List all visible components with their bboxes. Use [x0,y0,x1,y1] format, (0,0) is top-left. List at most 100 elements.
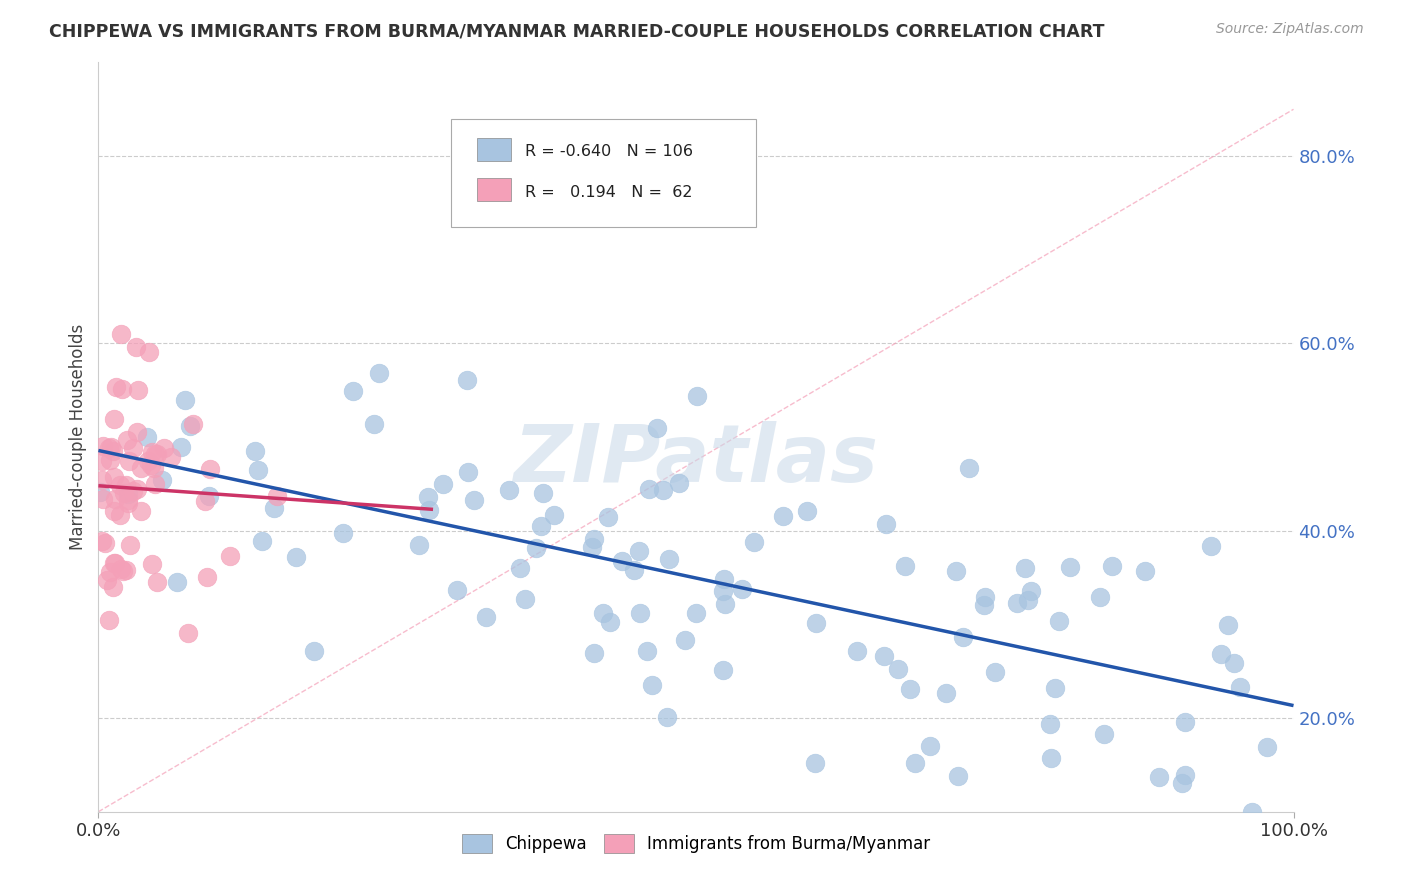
Point [141,557,163,571]
Point [117,493,139,508]
Point [141,445,163,459]
Point [129,504,152,518]
Point [266,490,288,504]
Text: R =   0.194   N =  62: R = 0.194 N = 62 [524,185,693,200]
Point [150,473,173,487]
Point [98,613,121,627]
Point [1216,618,1239,632]
Point [117,496,139,510]
Point [94,536,117,550]
Point [446,583,468,598]
Point [1201,539,1223,553]
Point [91,492,114,507]
Point [894,558,917,573]
Point [143,476,166,491]
Point [1014,560,1036,574]
Point [1240,805,1263,819]
Point [686,388,709,402]
Point [418,503,440,517]
Point [668,476,690,491]
Point [166,575,188,590]
Point [143,447,166,461]
Point [118,454,141,468]
Point [104,491,127,506]
Point [711,663,734,677]
Point [475,610,498,624]
Point [1229,680,1251,694]
Point [583,646,606,660]
Point [935,686,957,700]
Point [1088,590,1111,604]
Point [136,430,159,444]
Legend: Chippewa, Immigrants from Burma/Myanmar: Chippewa, Immigrants from Burma/Myanmar [456,827,936,860]
Y-axis label: Married-couple Households: Married-couple Households [69,324,87,550]
Point [685,606,707,620]
Point [1147,770,1170,784]
Text: R = -0.640   N = 106: R = -0.640 N = 106 [524,145,693,159]
Point [673,633,696,648]
Point [101,444,124,458]
Point [125,482,148,496]
Point [117,487,139,501]
Point [181,417,204,432]
Point [129,461,152,475]
Point [731,582,754,597]
Point [363,417,385,432]
Point [104,557,127,571]
Point [952,630,974,644]
Point [1059,559,1081,574]
Point [194,493,217,508]
Point [1101,558,1123,573]
Point [342,384,364,398]
Point [170,440,193,454]
Point [647,421,669,435]
Point [91,473,114,487]
Point [302,644,325,658]
Point [887,662,910,676]
Point [628,606,651,620]
Point [903,756,925,771]
Point [543,508,565,522]
Point [1047,614,1070,628]
Point [91,439,114,453]
Point [509,560,531,574]
Point [524,541,547,555]
Point [772,509,794,524]
Point [973,599,995,613]
Point [122,483,145,498]
Point [243,443,266,458]
Point [655,710,678,724]
Point [457,465,479,479]
Point [179,419,201,434]
Point [804,616,827,631]
Point [418,490,440,504]
Point [198,462,221,476]
Point [1209,647,1232,661]
Point [121,441,143,455]
Point [1223,656,1246,670]
Point [110,327,132,342]
Point [742,535,765,549]
Point [112,564,135,578]
Point [125,340,148,354]
Point [110,562,132,576]
Text: ZIPatlas: ZIPatlas [513,420,879,499]
Point [146,447,169,461]
Point [103,469,125,483]
Point [408,538,430,552]
Point [153,441,176,455]
Point [804,756,827,771]
Point [250,533,273,548]
Point [173,392,195,407]
Point [143,460,166,475]
Point [515,592,537,607]
Point [103,580,125,594]
Point [127,425,149,439]
Point [115,563,138,577]
Point [1256,740,1278,755]
Point [141,458,163,472]
Point [920,739,942,754]
Point [91,454,114,468]
Point [1174,715,1197,730]
Point [108,508,131,522]
